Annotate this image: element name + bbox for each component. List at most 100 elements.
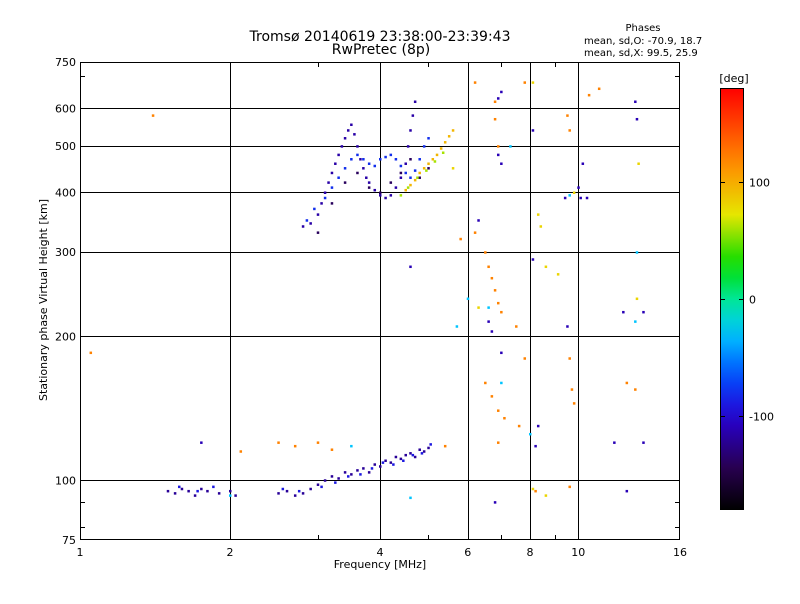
axes: 1 2 4 6 8 10 16 75 100 200 300 400 500 600 750 bbox=[55, 56, 687, 559]
data-point bbox=[587, 93, 591, 97]
data-point bbox=[187, 489, 190, 493]
data-point bbox=[568, 129, 571, 132]
data-point bbox=[404, 453, 407, 457]
data-point bbox=[330, 202, 334, 205]
y-axis-label: Stationary phase Virtual Height [km] bbox=[37, 199, 50, 401]
data-point bbox=[293, 494, 297, 497]
data-point bbox=[353, 133, 356, 136]
data-point bbox=[389, 194, 393, 197]
data-point bbox=[523, 357, 527, 360]
data-point bbox=[346, 475, 350, 478]
data-point bbox=[406, 145, 410, 148]
data-point bbox=[320, 485, 323, 489]
data-point bbox=[427, 446, 430, 450]
data-point bbox=[409, 129, 412, 132]
data-point bbox=[340, 145, 344, 148]
data-point bbox=[392, 463, 395, 466]
data-point bbox=[367, 162, 371, 165]
data-point bbox=[570, 388, 574, 391]
data-point bbox=[433, 160, 437, 163]
data-point bbox=[373, 188, 377, 192]
data-point bbox=[89, 351, 93, 355]
data-point bbox=[330, 171, 334, 175]
data-point bbox=[384, 459, 387, 462]
data-point bbox=[404, 188, 407, 192]
data-point bbox=[343, 167, 347, 170]
data-point bbox=[367, 181, 371, 184]
colorbar-tick-label: -100 bbox=[749, 411, 774, 424]
data-point bbox=[367, 471, 371, 474]
data-point bbox=[531, 81, 535, 84]
data-point bbox=[484, 251, 487, 254]
data-point bbox=[277, 441, 280, 444]
data-point bbox=[399, 164, 403, 168]
data-point bbox=[362, 167, 365, 170]
data-point bbox=[418, 171, 421, 175]
data-point bbox=[389, 461, 393, 464]
data-point bbox=[531, 487, 535, 491]
data-point bbox=[239, 450, 243, 453]
data-point bbox=[441, 151, 445, 154]
data-point bbox=[281, 487, 285, 491]
data-point bbox=[384, 155, 387, 159]
data-point bbox=[373, 164, 377, 168]
data-point bbox=[411, 453, 415, 457]
data-point bbox=[568, 357, 571, 360]
data-point bbox=[394, 455, 398, 459]
data-point bbox=[500, 381, 503, 385]
data-point bbox=[409, 183, 412, 187]
data-point bbox=[394, 186, 398, 189]
data-point bbox=[316, 483, 320, 486]
data-point bbox=[212, 485, 215, 489]
data-point bbox=[356, 145, 359, 148]
data-point bbox=[293, 444, 297, 448]
data-point bbox=[350, 473, 353, 476]
data-point bbox=[422, 145, 426, 148]
phase-x-stats: mean, sd,X: 99.5, 25.9 bbox=[584, 48, 698, 59]
data-point bbox=[166, 489, 170, 493]
data-point bbox=[427, 167, 430, 170]
x-tick-label: 8 bbox=[527, 546, 534, 559]
x-tick-label: 4 bbox=[377, 546, 384, 559]
data-point bbox=[229, 494, 232, 497]
data-point bbox=[389, 153, 393, 157]
data-point bbox=[496, 441, 500, 444]
data-point bbox=[330, 475, 334, 478]
data-point bbox=[399, 176, 403, 179]
data-point bbox=[579, 196, 582, 200]
data-point bbox=[529, 432, 532, 436]
data-point bbox=[309, 487, 312, 491]
data-point bbox=[568, 194, 571, 197]
x-tick-label: 1 bbox=[77, 546, 84, 559]
data-points bbox=[89, 81, 645, 504]
data-point bbox=[459, 237, 462, 241]
data-point bbox=[309, 222, 312, 225]
data-point bbox=[418, 158, 421, 161]
data-point bbox=[362, 158, 365, 161]
data-point bbox=[234, 494, 237, 497]
chart-subtitle: RwPretec (8p) bbox=[332, 42, 430, 58]
data-point bbox=[544, 494, 548, 497]
data-point bbox=[451, 129, 455, 132]
data-point bbox=[359, 473, 362, 476]
data-point bbox=[313, 207, 316, 211]
data-point bbox=[343, 181, 347, 184]
data-point bbox=[634, 100, 637, 104]
data-point bbox=[334, 481, 337, 484]
data-point bbox=[406, 186, 410, 189]
data-point bbox=[473, 81, 477, 84]
data-point bbox=[334, 162, 337, 165]
data-point bbox=[635, 117, 639, 121]
data-point bbox=[327, 181, 330, 184]
x-axis-label: Frequency [MHz] bbox=[334, 558, 426, 571]
data-point bbox=[337, 176, 340, 179]
data-point bbox=[613, 441, 616, 444]
y-tick-label: 75 bbox=[62, 534, 76, 547]
data-point bbox=[323, 479, 327, 482]
data-point bbox=[496, 145, 500, 148]
data-point bbox=[343, 471, 347, 474]
data-point bbox=[496, 301, 500, 305]
data-point bbox=[566, 114, 569, 117]
x-tick-label: 10 bbox=[571, 546, 585, 559]
data-point bbox=[635, 251, 639, 254]
